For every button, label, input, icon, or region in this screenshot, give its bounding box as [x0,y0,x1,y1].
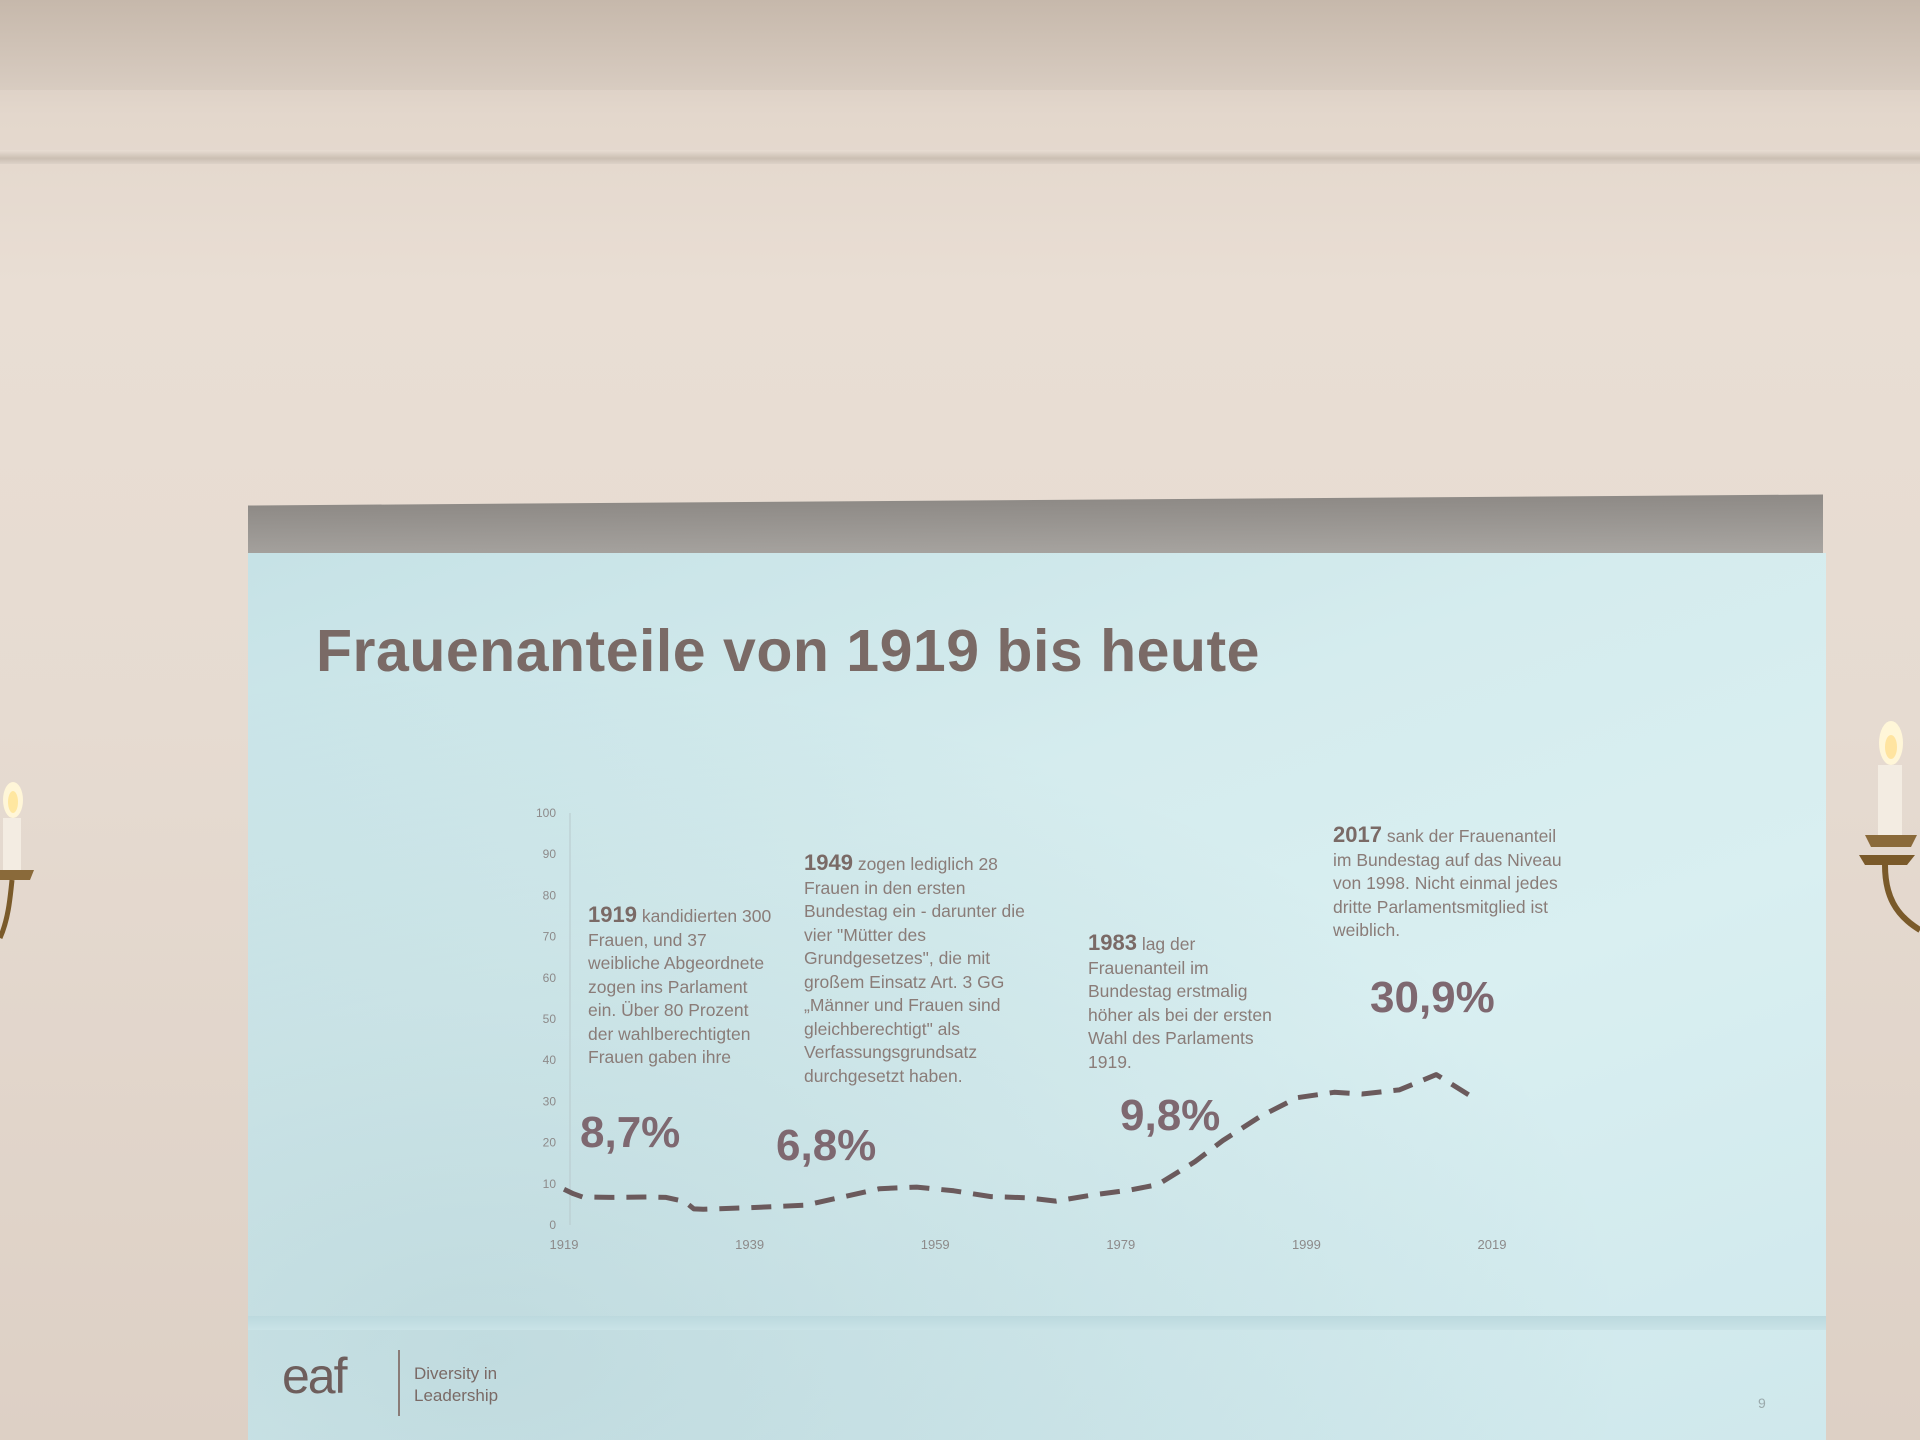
y-tick-label: 40 [543,1053,557,1067]
logo-divider [398,1350,400,1416]
x-tick-label: 1959 [921,1237,950,1252]
x-tick-label: 1919 [550,1237,579,1252]
page-number: 9 [1758,1395,1766,1411]
annotation-year: 1983 [1088,930,1137,955]
value-1919: 8,7% [580,1108,681,1157]
y-tick-label: 0 [549,1218,556,1232]
y-tick-label: 10 [543,1177,557,1191]
y-tick-label: 50 [543,1012,557,1026]
y-tick-label: 100 [536,806,556,820]
annotation-text: kandidierten 300 Frauen, und 37 weiblich… [588,906,772,1067]
value-1949: 6,8% [776,1121,877,1170]
svg-text:eaf: eaf [282,1353,348,1403]
y-tick-label: 20 [543,1136,557,1150]
x-tick-label: 2019 [1478,1237,1507,1252]
value-2017: 30,9% [1370,973,1495,1022]
value-1983: 9,8% [1120,1091,1221,1140]
annotation-2017: 2017 sank der Frauenanteil im Bundestag … [1333,823,1578,943]
candle-right [1859,721,1920,933]
x-tick-label: 1939 [735,1237,764,1252]
annotation-1919: 1919 kandidierten 300 Frauen, und 37 wei… [588,903,778,1070]
tagline-line-1: Diversity in [414,1364,498,1383]
annotation-1949: 1949 zogen lediglich 28 Frauen in den er… [804,851,1036,1088]
footer-band [248,1316,1826,1330]
x-tick-label: 1979 [1106,1237,1135,1252]
annotation-year: 1949 [804,850,853,875]
annotation-text: lag der Frauenanteil im Bundestag erstma… [1088,934,1272,1072]
annotation-year: 1919 [588,902,637,927]
projection-screen: Frauenanteile von 1919 bis heute 0 10 20 30… [248,553,1826,1440]
candle-left [0,782,34,940]
y-tick-label: 70 [543,930,557,944]
y-tick-label: 80 [543,888,557,902]
slide-title: Frauenanteile von 1919 bis heute [316,618,1260,684]
y-tick-label: 60 [543,971,557,985]
y-tick-label: 30 [543,1094,557,1108]
annotation-text: zogen lediglich 28 Frauen in den ersten … [804,854,1025,1086]
x-tick-label: 1999 [1292,1237,1321,1252]
eaf-logo: eaf [282,1353,350,1403]
series-line [562,1072,1475,1212]
y-tick-label: 90 [543,847,557,861]
annotation-1983: 1983 lag der Frauenanteil im Bundestag e… [1088,931,1288,1074]
ceiling [0,0,1920,90]
wall-molding [0,150,1920,164]
annotation-year: 2017 [1333,822,1382,847]
tagline-line-2: Leadership [414,1386,499,1405]
line-chart: 0 10 20 30 40 50 60 70 80 90 100 1919 1939 1959 1979 19… [536,806,1507,1252]
annotation-text: sank der Frauenanteil im Bundestag auf d… [1333,826,1562,940]
logo-tagline: Diversity in Leadership [414,1363,498,1407]
